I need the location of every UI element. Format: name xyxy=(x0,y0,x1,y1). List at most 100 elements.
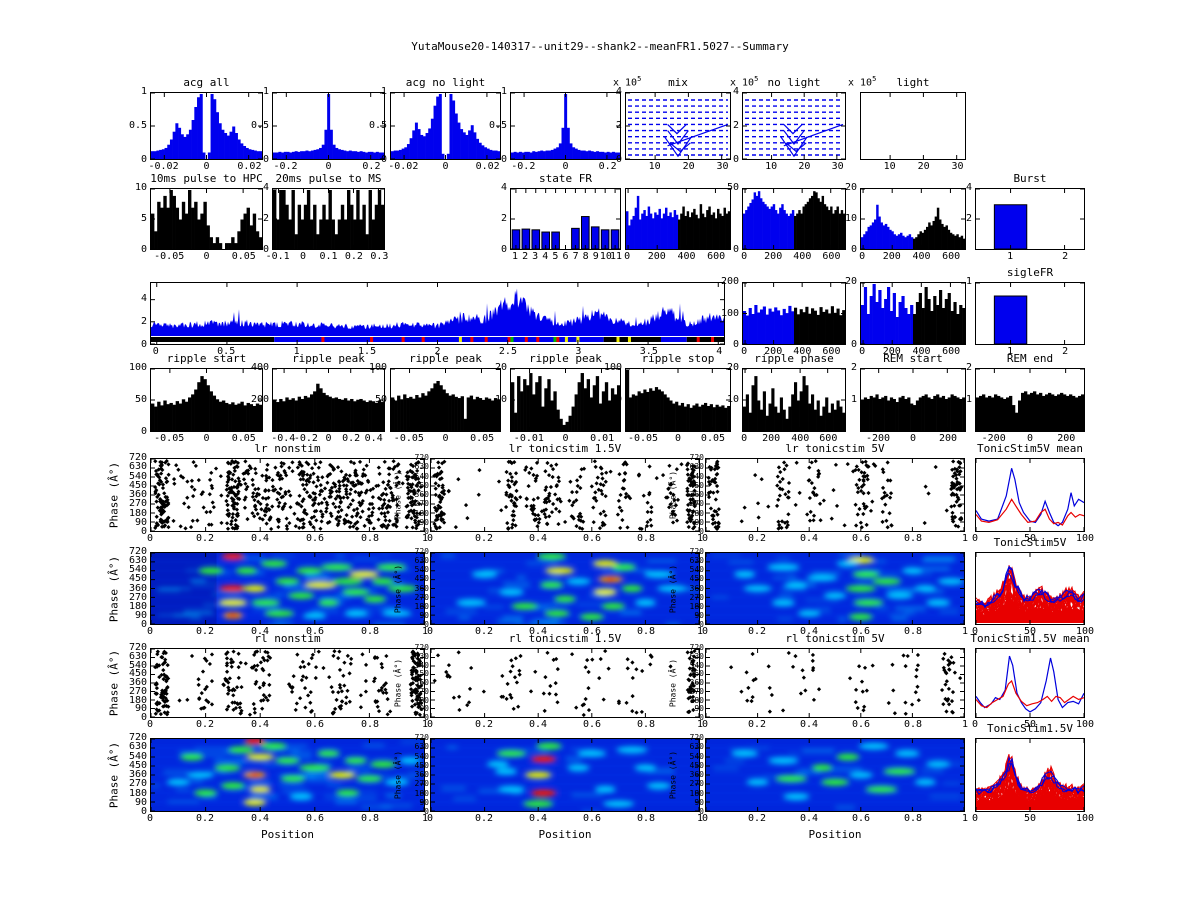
sc-lr-nonstim-ytick-5: 450 xyxy=(128,479,147,491)
rem-hist-1-ytick-0: 200 xyxy=(720,276,739,287)
sc-lr-nonstim-xtick-3: 0.6 xyxy=(305,533,325,544)
acg-all-wide-xtick-2: 0.2 xyxy=(362,161,381,172)
ripple-phase-ytick-1: 20 xyxy=(726,362,739,373)
sc-rl-15-xtick-1: 0.2 xyxy=(474,719,494,730)
hm-lr-5-ylabel-squeezed: Phase (Â°) xyxy=(668,564,678,613)
hm-rl-5-xtick-2: 0.4 xyxy=(799,813,819,824)
sc-rl-nonstim-ytick-6: 540 xyxy=(128,659,147,671)
wave-nolight-ytick-2: 4 xyxy=(732,86,739,97)
ripple-stop-xtick-1: 0 xyxy=(674,433,682,444)
peth-mix-xtick-3: 600 xyxy=(707,251,726,262)
hm-rl-5-xtick-1: 0.2 xyxy=(747,813,767,824)
rem-end-xtick-0: -200 xyxy=(981,433,1006,444)
sc-rl-5 xyxy=(705,648,965,718)
sc-rl-5-xtick-0: 0 xyxy=(701,719,709,730)
wave-mix xyxy=(625,92,731,160)
bundle-5v-xtick-1: 50 xyxy=(1023,626,1037,637)
sc-lr-15 xyxy=(430,458,700,532)
mean-15v xyxy=(975,648,1085,718)
acg-nolight-narrow xyxy=(390,92,501,160)
mean-15v-xtick-1: 50 xyxy=(1023,719,1037,730)
sigle-fr-ytick-0: 1 xyxy=(965,276,972,287)
sc-lr-15-ytick-5: 450 xyxy=(414,480,429,490)
rem-start-title: REM start xyxy=(883,352,943,365)
hm-lr-nonstim-xtick-3: 0.6 xyxy=(305,626,325,637)
rem-end xyxy=(975,368,1085,432)
hm-rl-15-xtick-3: 0.6 xyxy=(582,813,602,824)
sc-rl-5-ytick-1: 90 xyxy=(694,704,704,714)
sc-rl-5-ytick-0: 0 xyxy=(699,713,704,722)
mean-15v-title: TonicStim1.5V mean xyxy=(970,632,1090,645)
rem-hist-2-xtick-2: 400 xyxy=(912,346,931,357)
peth-nolight-xtick-0: 0 xyxy=(741,251,748,262)
sc-lr-nonstim-ytick-6: 540 xyxy=(128,470,147,482)
sc-lr-15-xtick-4: 0.8 xyxy=(636,533,656,544)
hm-lr-5-xtick-4: 0.8 xyxy=(903,626,923,637)
sc-lr-15-ytick-6: 540 xyxy=(414,471,429,481)
sc-rl-nonstim-ytick-8: 720 xyxy=(128,642,147,653)
peth-mix-xtick-0: 0 xyxy=(624,251,631,262)
ripple-stop-xtick-2: 0.05 xyxy=(700,433,726,444)
ripple-peak-wide-xtick-1: -0.2 xyxy=(293,433,318,444)
peth-nolight-ytick-1: 0 xyxy=(732,244,739,255)
sc-lr-5-xtick-5: 1 xyxy=(961,533,969,544)
sigle-fr-xtick-0: 1 xyxy=(1007,346,1014,357)
sc-lr-5-ytick-3: 270 xyxy=(689,499,704,509)
sc-rl-5-xtick-4: 0.8 xyxy=(903,719,923,730)
acg-nolight-narrow-xtick-2: 0.02 xyxy=(475,161,500,172)
acg-all-narrow-xtick-2: 0.02 xyxy=(237,161,262,172)
sc-rl-15-title: rl tonicstim 1.5V xyxy=(508,632,622,645)
acg-all-narrow-ytick-1: 0.5 xyxy=(128,120,147,131)
acg-all-narrow-xtick-1: 0 xyxy=(203,161,210,172)
rem-end-xtick-1: 0 xyxy=(1026,433,1034,444)
hm-lr-15-ytick-3: 270 xyxy=(414,592,429,602)
pulse-hpc-xtick-0: -0.05 xyxy=(154,251,185,262)
mean-15v-xtick-2: 100 xyxy=(1075,719,1095,730)
hm-rl-15-xtick-1: 0.2 xyxy=(474,813,494,824)
hm-lr-15-xtick-4: 0.8 xyxy=(636,626,656,637)
peth-light-xtick-0: 0 xyxy=(859,251,866,262)
sc-rl-15-ytick-1: 90 xyxy=(419,704,429,714)
sc-lr-nonstim-ytick-8: 720 xyxy=(128,452,147,463)
hm-lr-nonstim-ytick-8: 720 xyxy=(128,546,147,557)
sc-rl-nonstim-xtick-5: 1 xyxy=(421,719,429,730)
hm-lr-15-ytick-2: 180 xyxy=(414,601,429,611)
acg-nolight-wide-ytick-0: 0 xyxy=(500,154,507,165)
sigle-fr xyxy=(975,282,1085,345)
sc-rl-5-title: rl tonicstim 5V xyxy=(785,632,885,645)
sc-lr-15-title: lr tonicstim 1.5V xyxy=(508,442,622,455)
pulse-ms xyxy=(272,188,385,250)
sc-lr-nonstim-xtick-0: 0 xyxy=(146,533,154,544)
acg-all-wide-ytick-0: 0 xyxy=(262,154,269,165)
hm-lr-15-ytick-0: 0 xyxy=(424,620,429,629)
sc-lr-5-xtick-3: 0.6 xyxy=(851,533,871,544)
rem-hist-1-ytick-1: 100 xyxy=(720,307,739,319)
hm-rl-5-ytick-2: 180 xyxy=(689,788,704,798)
burst-xtick-0: 1 xyxy=(1007,251,1014,262)
sc-lr-15-xtick-3: 0.6 xyxy=(582,533,602,544)
hm-rl-nonstim-ytick-1: 90 xyxy=(134,796,147,808)
hm-rl-15-xtick-2: 0.4 xyxy=(528,813,548,824)
rem-hist-1-xtick-1: 200 xyxy=(764,346,783,357)
hm-rl-nonstim-xlabel: Position xyxy=(261,828,314,841)
hm-rl-15-ytick-1: 90 xyxy=(419,797,429,807)
sc-lr-15-xtick-0: 0 xyxy=(426,533,434,544)
state-fr-xtick-4: 5 xyxy=(552,251,559,262)
ripple-peak-narrow-xtick-1: 0 xyxy=(562,433,569,444)
hm-rl-5-xtick-4: 0.8 xyxy=(903,813,923,824)
fr-timeseries-xtick-8: 4 xyxy=(716,346,723,357)
hm-lr-15-ytick-5: 450 xyxy=(414,574,429,584)
hm-lr-15 xyxy=(430,552,700,625)
state-fr-xtick-2: 3 xyxy=(532,251,539,262)
hm-rl-nonstim-ytick-6: 540 xyxy=(128,750,147,762)
wave-light-xtick-1: 20 xyxy=(917,161,930,172)
mean-5v-xtick-2: 100 xyxy=(1075,533,1095,544)
rem-hist-2-ytick-0: 20 xyxy=(844,276,857,287)
fr-timeseries-xtick-4: 2 xyxy=(434,346,441,357)
wave-mix-exp: x 105 xyxy=(613,75,642,89)
sc-rl-nonstim-ytick-3: 270 xyxy=(128,685,147,697)
pulse-ms-title: 20ms pulse to MS xyxy=(275,172,382,185)
sc-lr-15-ytick-1: 90 xyxy=(419,517,429,527)
hm-lr-nonstim-ytick-1: 90 xyxy=(134,609,147,621)
